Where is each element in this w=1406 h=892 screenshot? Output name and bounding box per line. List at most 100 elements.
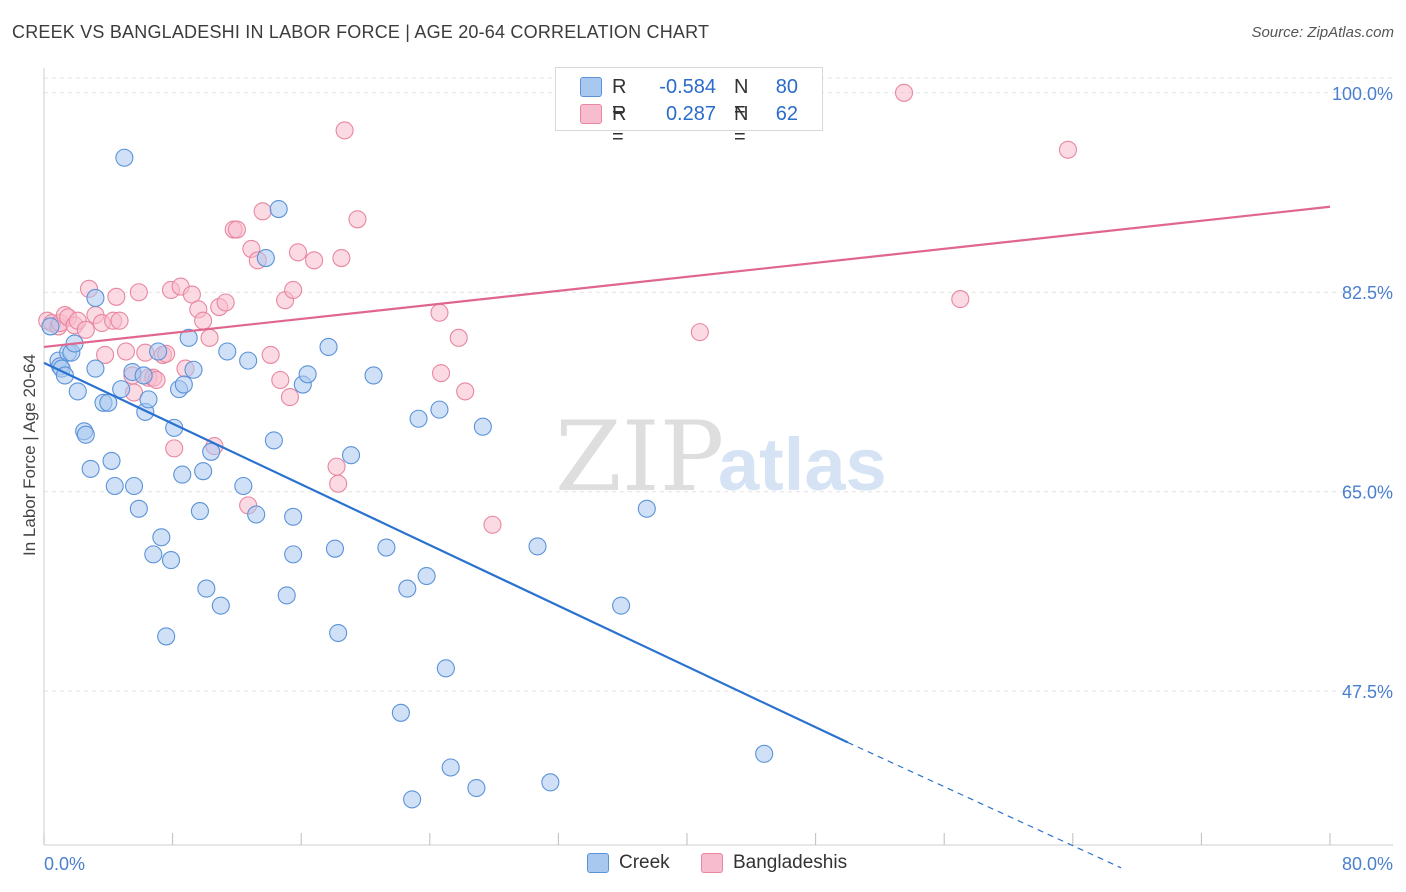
creek-point: [239, 351, 258, 370]
creek-point: [86, 288, 105, 307]
bangladeshis-point: [449, 328, 468, 347]
creek-point: [755, 744, 774, 763]
bangladeshis-point: [305, 251, 324, 270]
bangladeshis-point: [288, 243, 308, 262]
y-tick-label: 65.0%: [1342, 483, 1393, 503]
creek-point: [149, 342, 168, 361]
creek-point: [218, 342, 237, 361]
chart-title: CREEK VS BANGLADESHI IN LABOR FORCE | AG…: [12, 22, 710, 42]
r-value: 0.287: [665, 103, 716, 125]
bangladeshis-swatch: [580, 104, 602, 124]
creek-point: [194, 462, 213, 481]
creek-point: [319, 337, 338, 356]
r-value: -0.584: [659, 76, 716, 98]
creek-point: [528, 537, 547, 556]
y-tick-label: 47.5%: [1342, 682, 1393, 702]
creek-point: [341, 446, 361, 465]
correlation-legend: R = -0.584 N = 80 R = 0.287 N = 62: [555, 67, 823, 148]
creek-point: [409, 409, 428, 428]
bangladeshis-point: [432, 364, 451, 383]
creek-point: [247, 505, 266, 524]
creek-point: [325, 539, 345, 558]
bangladeshis-legend-label: Bangladeshis: [733, 852, 848, 873]
x-tick-label: 0.0%: [44, 854, 85, 874]
creek-point: [134, 366, 153, 385]
creek-point: [157, 627, 176, 646]
creek-point: [81, 459, 100, 478]
y-tick-label: 82.5%: [1342, 283, 1393, 303]
bangladeshis-point: [116, 342, 136, 361]
axes: [43, 68, 1393, 846]
creek-point: [612, 596, 631, 615]
creek-point: [436, 659, 455, 678]
creek-point: [430, 400, 449, 419]
n-value: 62: [775, 103, 798, 125]
n-label: N =: [734, 103, 749, 148]
bangladeshis-point: [690, 323, 709, 342]
bangladeshis-point: [253, 202, 272, 221]
creek-legend-swatch: [587, 853, 609, 873]
creek-point: [115, 148, 134, 167]
creek-point: [417, 566, 436, 586]
creek-point: [190, 502, 209, 521]
creek-point: [139, 390, 158, 409]
creek-point: [161, 551, 181, 570]
creek-point: [269, 199, 288, 219]
creek-point: [441, 758, 460, 777]
bangladeshis-point: [951, 290, 970, 309]
bangladeshis-point: [329, 474, 348, 493]
n-label: N =: [734, 76, 749, 121]
bangladeshis-point: [76, 320, 95, 339]
creek-trend-line: [43, 361, 849, 744]
creek-point: [173, 465, 192, 484]
creek-point: [467, 778, 486, 798]
bangladeshis-point: [280, 388, 299, 407]
creek-point: [124, 476, 144, 496]
creek-point: [86, 359, 105, 378]
bangladeshis-legend-swatch: [701, 853, 723, 873]
r-label: R =: [612, 103, 627, 148]
creek-point: [284, 507, 303, 526]
creek-point: [234, 476, 253, 496]
creek-point: [197, 579, 216, 598]
creek-point: [298, 365, 317, 384]
bangladeshis-point: [261, 345, 280, 364]
bangladeshis-point: [335, 121, 354, 140]
creek-point: [144, 545, 163, 564]
bangladeshis-point: [1058, 140, 1078, 159]
creek-point: [541, 773, 560, 792]
creek-point: [391, 703, 410, 722]
creek-point: [41, 317, 60, 336]
x-tick-label: 80.0%: [1342, 854, 1393, 874]
creek-point: [403, 790, 422, 809]
creek-point: [637, 499, 656, 518]
bangladeshis-point: [271, 370, 290, 390]
y-tick-label: 100.0%: [1332, 84, 1393, 104]
creek-point: [277, 586, 296, 605]
bangladeshis-point: [129, 283, 148, 302]
bangladeshis-point: [165, 439, 184, 458]
bangladeshis-point: [194, 311, 213, 330]
bangladeshis-point: [107, 287, 126, 306]
bangladeshis-point: [332, 249, 351, 268]
bangladeshis-point: [284, 280, 303, 300]
bangladeshis-trend-line: [43, 205, 1331, 349]
creek-point: [152, 528, 171, 547]
creek-point: [202, 442, 221, 461]
creek-point: [112, 380, 131, 399]
bangladeshis-point: [894, 83, 914, 102]
creek-point: [105, 476, 124, 496]
bangladeshis-point: [348, 210, 367, 229]
bangladeshis-point: [327, 457, 346, 476]
creek-point: [68, 382, 87, 401]
bangladeshis-point: [110, 311, 129, 330]
creek-point: [76, 425, 95, 444]
gridlines: [44, 77, 1393, 692]
creek-swatch: [580, 77, 602, 97]
trend-lines: [43, 205, 1331, 869]
watermark-atlas: atlas: [718, 423, 887, 506]
creek-point: [377, 538, 396, 557]
tick-labels: 47.5% 65.0% 82.5% 100.0% 0.0% 80.0%: [44, 84, 1393, 874]
creek-point: [264, 431, 283, 450]
